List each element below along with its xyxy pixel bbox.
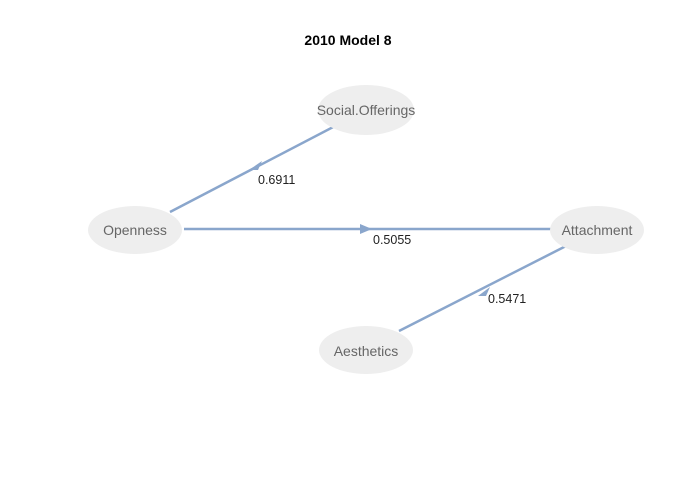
edge-arrowhead <box>249 161 262 170</box>
node-social-offerings: Social.Offerings <box>317 85 416 135</box>
node-aesthetics: Aesthetics <box>319 326 413 374</box>
edge-openness-attachment <box>184 224 552 234</box>
edge-arrowhead <box>360 224 372 234</box>
node-label-aesthetics: Aesthetics <box>334 343 399 359</box>
edge-label-openness-social: 0.6911 <box>258 173 295 187</box>
node-label-social-offerings: Social.Offerings <box>317 102 416 118</box>
node-label-openness: Openness <box>103 222 167 238</box>
edge-aesthetics-attachment <box>398 244 567 333</box>
diagram-title: 2010 Model 8 <box>304 32 392 48</box>
node-label-attachment: Attachment <box>562 222 633 238</box>
node-openness: Openness <box>88 206 182 254</box>
edge-label-aesthetics-attachment: 0.5471 <box>488 292 526 306</box>
node-attachment: Attachment <box>550 206 644 254</box>
edge-label-openness-attachment: 0.5055 <box>373 233 411 247</box>
edge-openness-social <box>169 123 338 214</box>
edge-arrowhead <box>478 287 490 296</box>
